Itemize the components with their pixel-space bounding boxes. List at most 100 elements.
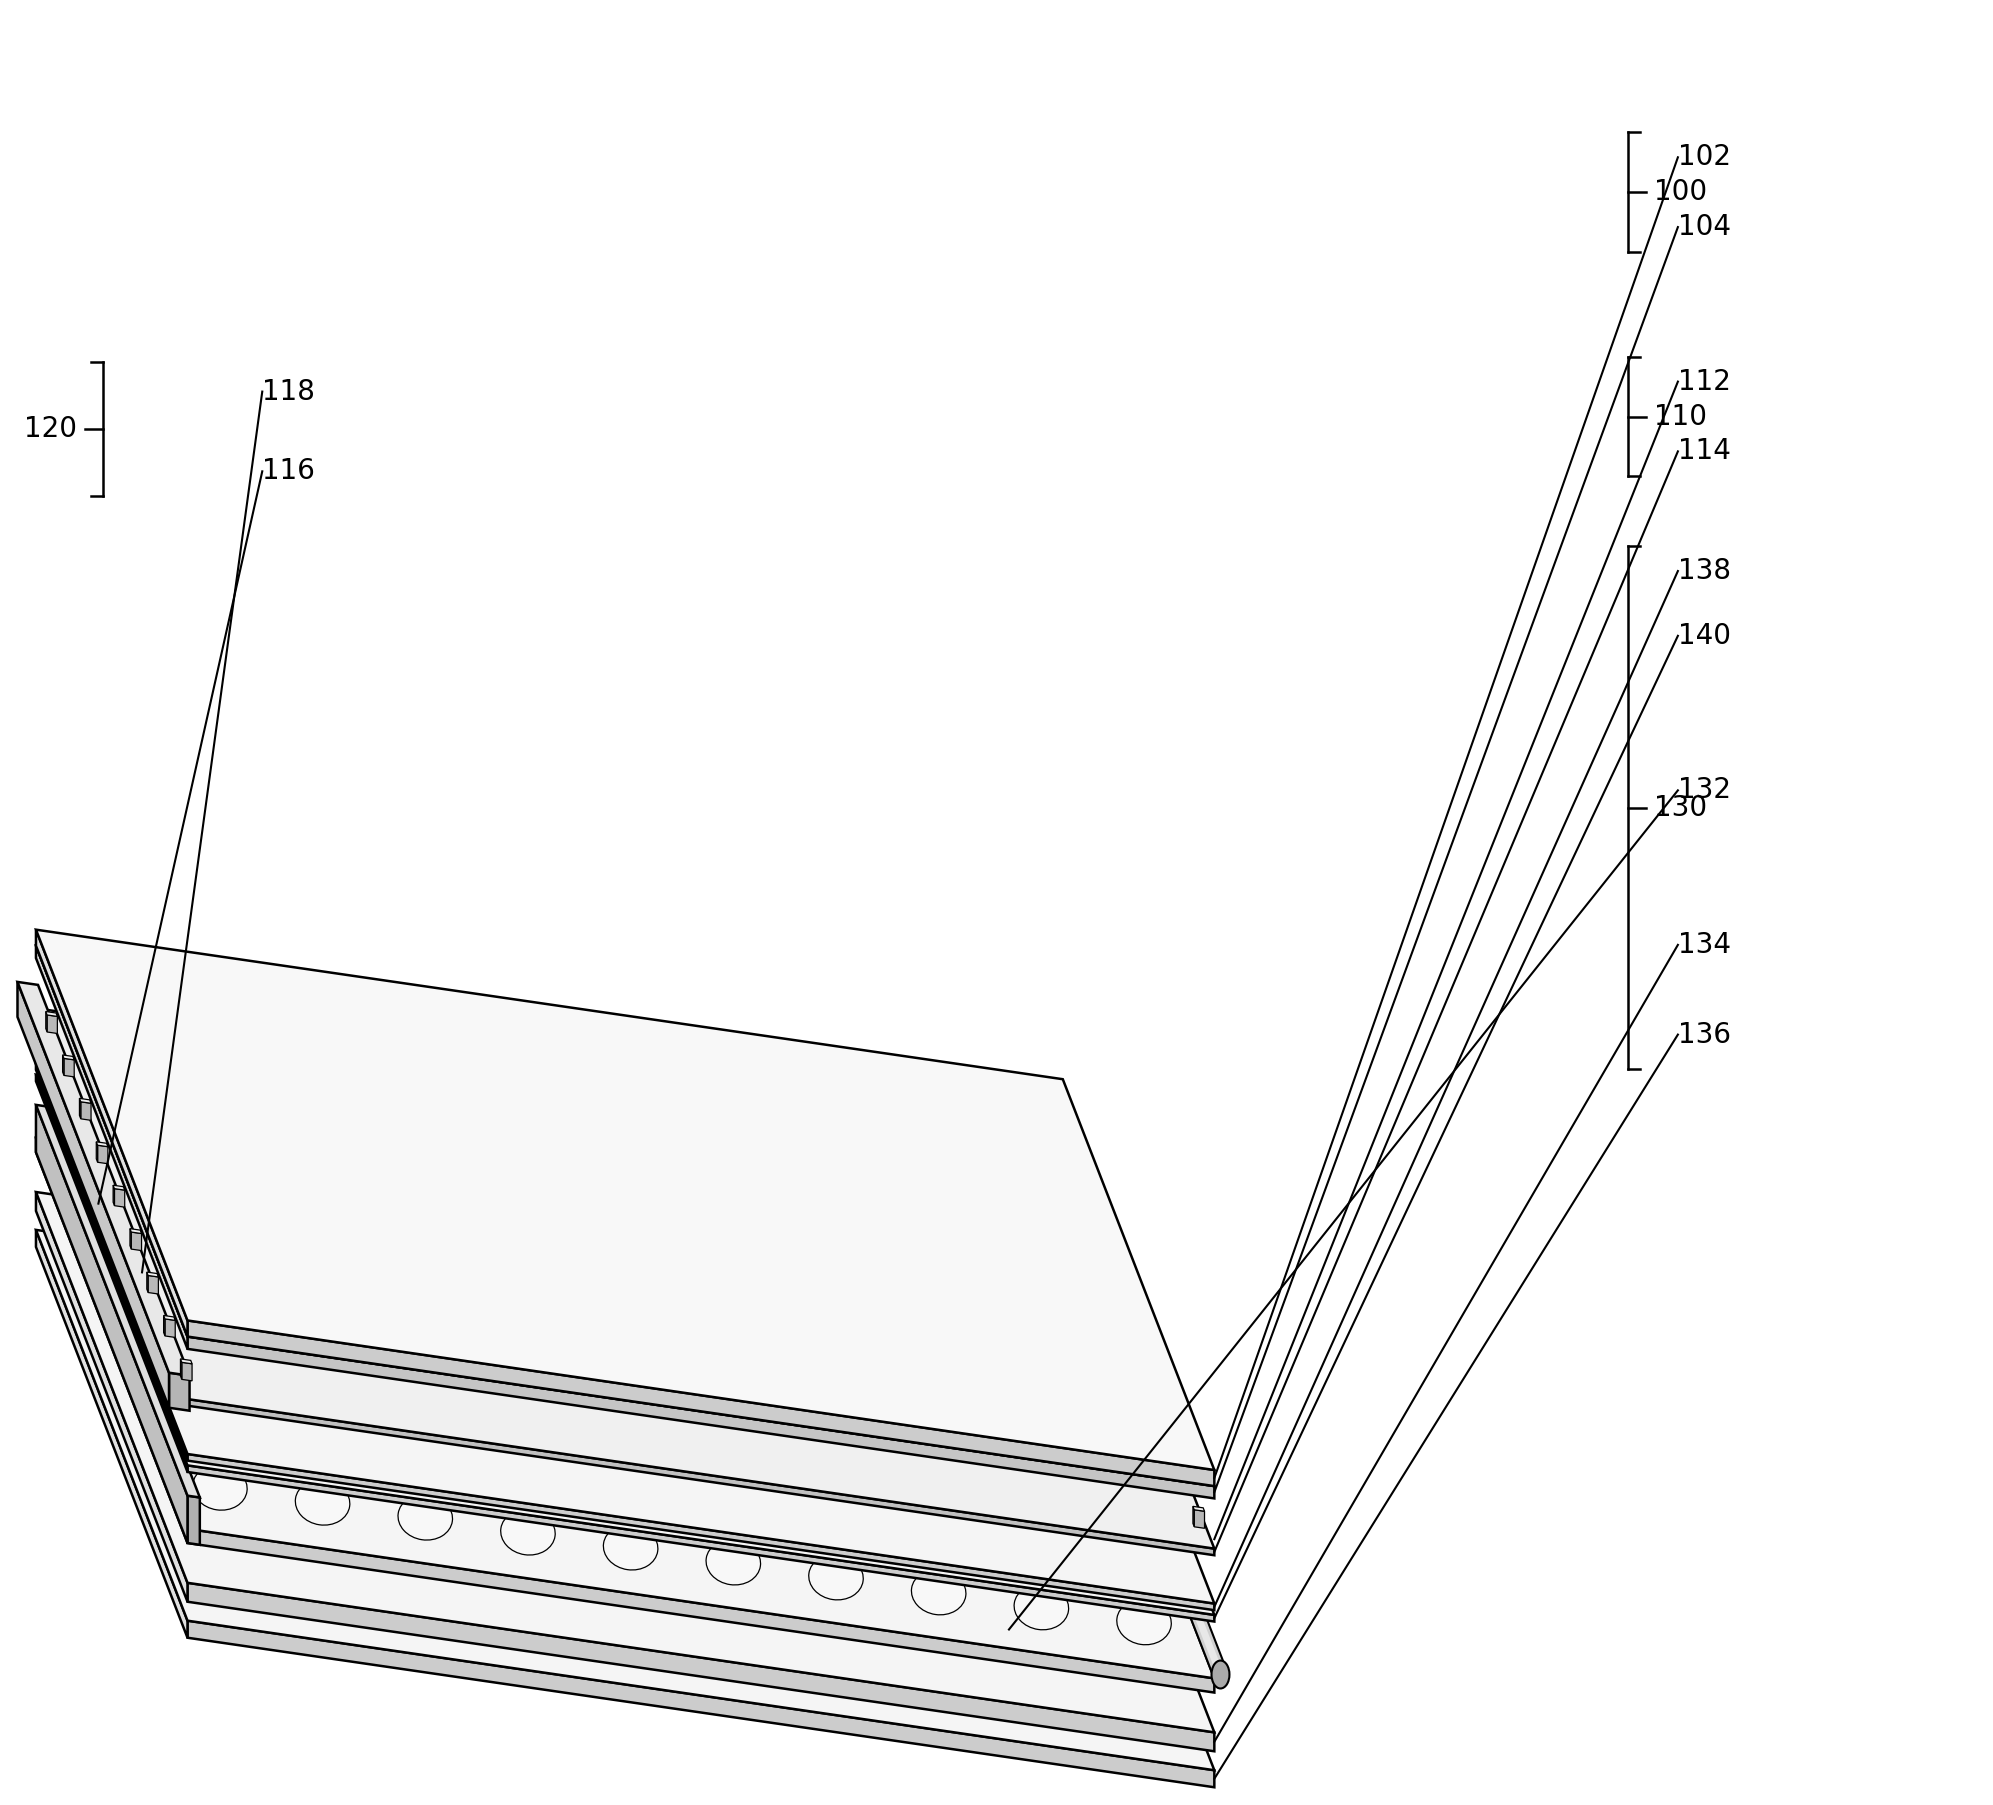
Text: 132: 132 xyxy=(1678,776,1730,805)
Ellipse shape xyxy=(219,1285,275,1330)
Text: 112: 112 xyxy=(1678,368,1730,395)
Polygon shape xyxy=(36,930,1214,1469)
Ellipse shape xyxy=(490,1231,544,1276)
Ellipse shape xyxy=(462,1412,518,1457)
Polygon shape xyxy=(1144,1379,1154,1399)
Polygon shape xyxy=(147,1273,157,1276)
Polygon shape xyxy=(187,1466,1214,1621)
Text: 110: 110 xyxy=(1654,403,1706,431)
Polygon shape xyxy=(187,1399,1214,1556)
Polygon shape xyxy=(36,1074,187,1473)
Polygon shape xyxy=(187,1496,199,1545)
Polygon shape xyxy=(36,1074,1214,1615)
Polygon shape xyxy=(48,1014,58,1034)
Polygon shape xyxy=(187,1455,1214,1610)
Text: 116: 116 xyxy=(263,457,315,486)
Polygon shape xyxy=(187,1529,1214,1693)
Ellipse shape xyxy=(873,1471,929,1518)
Ellipse shape xyxy=(323,1300,377,1345)
Polygon shape xyxy=(80,1099,92,1103)
Text: 140: 140 xyxy=(1678,623,1730,650)
Ellipse shape xyxy=(285,1202,339,1247)
Polygon shape xyxy=(187,1621,1214,1787)
Text: 104: 104 xyxy=(1678,213,1730,242)
Ellipse shape xyxy=(592,1247,648,1292)
Polygon shape xyxy=(1142,1375,1154,1381)
Ellipse shape xyxy=(295,1480,351,1525)
Polygon shape xyxy=(132,1233,142,1251)
Text: 134: 134 xyxy=(1678,931,1730,958)
Polygon shape xyxy=(1194,1507,1204,1511)
Ellipse shape xyxy=(1014,1585,1068,1630)
Polygon shape xyxy=(169,1372,189,1412)
Polygon shape xyxy=(163,1316,175,1321)
Polygon shape xyxy=(114,1189,126,1208)
Ellipse shape xyxy=(181,1186,237,1233)
Polygon shape xyxy=(181,1359,191,1365)
Polygon shape xyxy=(36,1229,1214,1771)
Polygon shape xyxy=(1092,1245,1104,1251)
Polygon shape xyxy=(64,1058,74,1078)
Polygon shape xyxy=(181,1363,191,1381)
Ellipse shape xyxy=(835,1374,891,1419)
Ellipse shape xyxy=(901,1291,955,1338)
Ellipse shape xyxy=(399,1495,452,1540)
Polygon shape xyxy=(36,1105,187,1543)
Polygon shape xyxy=(147,1276,157,1294)
Polygon shape xyxy=(98,1144,108,1164)
Polygon shape xyxy=(36,930,187,1336)
Polygon shape xyxy=(1110,1292,1120,1310)
Polygon shape xyxy=(36,1009,187,1406)
Ellipse shape xyxy=(155,1366,209,1413)
Polygon shape xyxy=(36,1137,187,1543)
Polygon shape xyxy=(1108,1289,1120,1294)
Polygon shape xyxy=(96,1143,108,1146)
Ellipse shape xyxy=(1002,1307,1058,1352)
Polygon shape xyxy=(130,1229,142,1233)
Polygon shape xyxy=(18,982,169,1408)
Polygon shape xyxy=(1094,1249,1104,1267)
Polygon shape xyxy=(1126,1332,1138,1338)
Text: 138: 138 xyxy=(1678,558,1730,585)
Text: 114: 114 xyxy=(1678,437,1730,466)
Polygon shape xyxy=(187,1583,1214,1751)
Ellipse shape xyxy=(733,1359,787,1404)
Text: 102: 102 xyxy=(1678,143,1730,171)
Ellipse shape xyxy=(668,1442,723,1487)
Ellipse shape xyxy=(939,1390,993,1435)
Polygon shape xyxy=(1160,1422,1170,1442)
Ellipse shape xyxy=(193,1464,247,1511)
Polygon shape xyxy=(1074,1202,1086,1208)
Polygon shape xyxy=(1176,1462,1188,1467)
Polygon shape xyxy=(82,1101,92,1121)
Polygon shape xyxy=(1126,1336,1138,1354)
Ellipse shape xyxy=(1212,1661,1230,1688)
Polygon shape xyxy=(1178,1466,1188,1486)
Text: 120: 120 xyxy=(24,415,78,442)
Polygon shape xyxy=(36,1137,1214,1679)
Polygon shape xyxy=(1058,1159,1070,1164)
Ellipse shape xyxy=(809,1554,863,1599)
Ellipse shape xyxy=(706,1540,761,1585)
Ellipse shape xyxy=(118,1269,171,1314)
Text: 136: 136 xyxy=(1678,1020,1730,1049)
Polygon shape xyxy=(1060,1162,1070,1180)
Ellipse shape xyxy=(425,1314,480,1359)
Ellipse shape xyxy=(977,1487,1030,1532)
Polygon shape xyxy=(1160,1419,1170,1424)
Ellipse shape xyxy=(80,1171,134,1217)
Ellipse shape xyxy=(604,1525,658,1570)
Ellipse shape xyxy=(911,1569,967,1615)
Ellipse shape xyxy=(771,1457,825,1502)
Polygon shape xyxy=(114,1186,126,1189)
Ellipse shape xyxy=(528,1328,582,1375)
Polygon shape xyxy=(1194,1509,1204,1529)
Ellipse shape xyxy=(630,1345,686,1390)
Ellipse shape xyxy=(387,1217,442,1262)
Polygon shape xyxy=(165,1319,175,1338)
Polygon shape xyxy=(36,1063,187,1460)
Polygon shape xyxy=(46,1011,58,1016)
Polygon shape xyxy=(36,1063,1214,1603)
Ellipse shape xyxy=(566,1426,620,1473)
Polygon shape xyxy=(36,946,1214,1486)
